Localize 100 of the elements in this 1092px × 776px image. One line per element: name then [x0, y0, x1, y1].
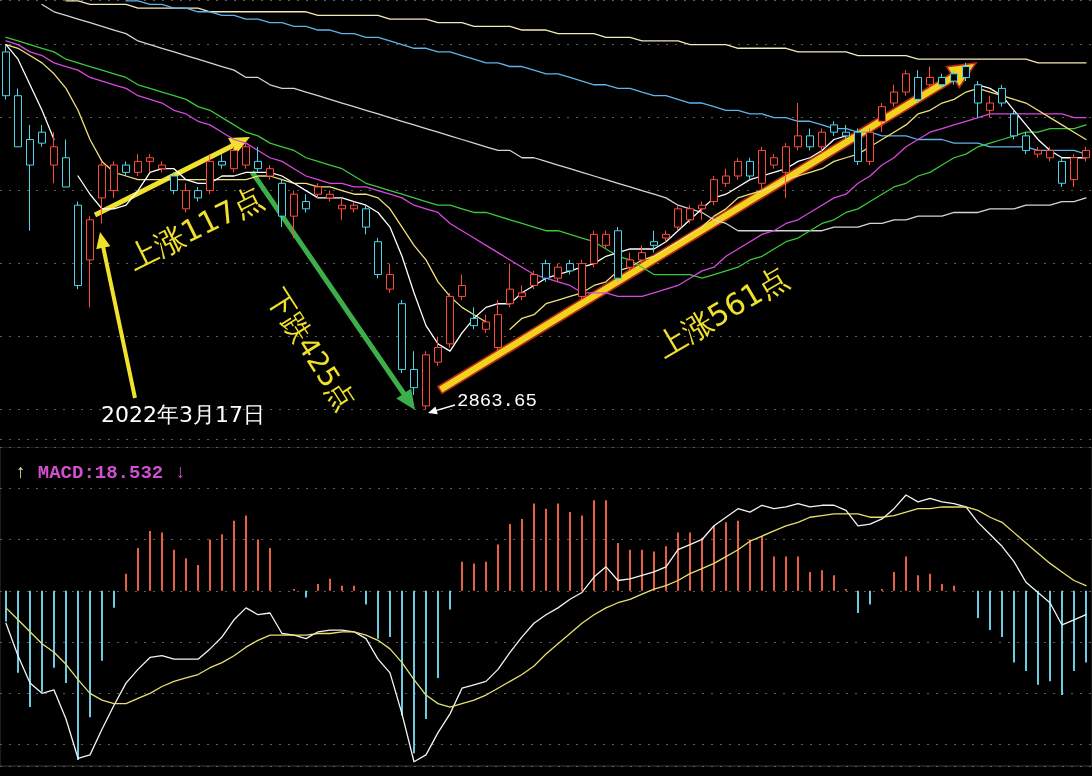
candlestick — [626, 252, 634, 272]
candlestick — [662, 230, 670, 243]
bar — [737, 520, 739, 591]
bar — [473, 563, 475, 591]
candlestick — [2, 44, 10, 100]
candlestick — [710, 175, 718, 206]
bar — [497, 544, 499, 591]
candlestick — [830, 120, 838, 137]
bar — [917, 575, 919, 591]
candlestick — [362, 204, 370, 235]
bar — [77, 590, 79, 761]
bar — [41, 590, 43, 692]
bar — [821, 570, 823, 591]
candlestick — [638, 244, 646, 265]
bar — [857, 590, 859, 613]
candlestick — [854, 128, 862, 166]
candlestick — [554, 263, 562, 283]
bar — [629, 549, 631, 591]
bar — [353, 585, 355, 591]
bar — [989, 590, 991, 631]
candlestick — [398, 299, 406, 374]
candlestick — [986, 95, 994, 119]
candlestick — [302, 193, 310, 213]
bar — [437, 590, 439, 678]
bar — [557, 503, 559, 591]
candlestick — [146, 153, 154, 173]
bar — [1001, 590, 1003, 637]
bar — [185, 558, 187, 591]
candlestick — [902, 69, 910, 97]
bar — [1061, 590, 1063, 696]
candlestick — [122, 160, 130, 177]
bar — [749, 539, 751, 591]
bar — [905, 556, 907, 591]
candlestick — [542, 259, 550, 283]
candlestick — [962, 62, 970, 82]
bar — [569, 512, 571, 591]
candlestick — [650, 230, 658, 254]
candlestick — [110, 160, 118, 199]
candlestick — [614, 226, 622, 283]
bar — [17, 590, 19, 673]
candlestick — [806, 128, 814, 151]
bar — [809, 571, 811, 591]
annotation: 上涨117点 — [121, 179, 269, 277]
bar — [305, 590, 307, 598]
bar — [869, 590, 871, 605]
candlestick — [506, 263, 514, 308]
candlestick — [974, 80, 982, 119]
candlestick — [278, 179, 286, 228]
bar — [221, 534, 223, 591]
candlestick — [14, 87, 22, 148]
candlestick — [566, 259, 574, 276]
bar — [485, 561, 487, 591]
candlestick — [722, 168, 730, 188]
bar — [341, 585, 343, 591]
candlestick — [446, 292, 454, 349]
candlestick — [590, 230, 598, 268]
candlestick — [314, 182, 322, 199]
bar — [101, 590, 103, 661]
bar — [317, 583, 319, 591]
candlestick — [866, 128, 874, 166]
bar — [461, 561, 463, 591]
bar — [89, 590, 91, 718]
candlestick — [50, 131, 58, 184]
candlestick — [386, 263, 394, 294]
candlestick — [1070, 153, 1078, 188]
candlestick — [290, 190, 298, 239]
bar — [137, 548, 139, 591]
candlestick — [266, 164, 274, 181]
bar — [665, 546, 667, 591]
candlestick — [1058, 157, 1066, 188]
candlestick — [470, 306, 478, 330]
bar — [593, 500, 595, 591]
bar — [713, 525, 715, 591]
bar — [449, 590, 451, 610]
candlestick — [770, 153, 778, 170]
candlestick — [914, 69, 922, 104]
candlestick — [410, 350, 418, 396]
bar — [197, 565, 199, 591]
bar — [209, 539, 211, 591]
bar — [617, 542, 619, 591]
candlestick — [38, 124, 46, 148]
bar — [953, 585, 955, 591]
bar — [173, 549, 175, 591]
annotation: 上涨561点 — [649, 259, 795, 365]
candlestick — [518, 284, 526, 301]
candlestick — [602, 230, 610, 250]
candlestick — [230, 146, 238, 173]
bar — [581, 515, 583, 591]
bar — [929, 573, 931, 591]
bar — [977, 590, 979, 619]
bar — [5, 590, 7, 622]
bar — [1073, 590, 1075, 672]
bar — [389, 590, 391, 637]
candlestick — [338, 197, 346, 221]
bar — [533, 503, 535, 591]
candlestick — [842, 124, 850, 140]
candlestick — [746, 157, 754, 181]
bar — [941, 583, 943, 591]
candlestick — [950, 69, 958, 86]
bar — [125, 573, 127, 591]
